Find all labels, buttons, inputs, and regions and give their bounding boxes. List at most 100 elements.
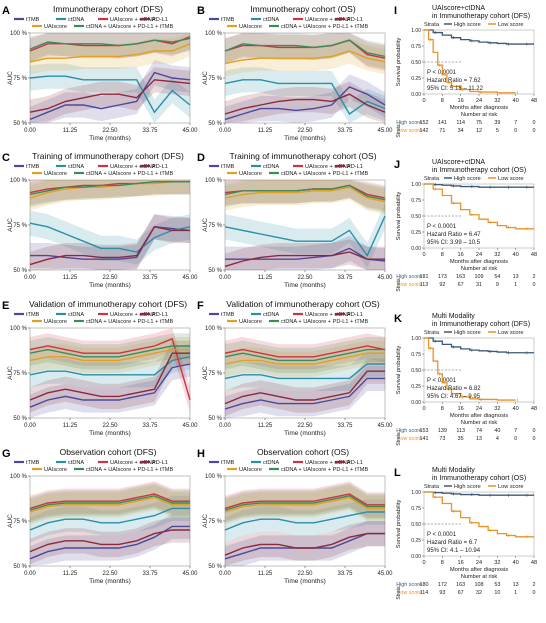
x-tick-label: 16 [458, 98, 464, 104]
confidence-interval: 95% CI: 5.18 – 11.22 [427, 86, 484, 92]
legend-label-high: High score [454, 176, 481, 182]
legend-label: PD-L1 [152, 164, 168, 170]
x-tick-label: 0.00 [24, 128, 36, 134]
legend-label: PD-L1 [152, 312, 168, 318]
risk-count: 153 [420, 428, 429, 434]
risk-count: 32 [476, 590, 482, 596]
panel-letter: F [197, 300, 204, 312]
x-tick-label: 33.75 [142, 571, 158, 577]
x-axis-label: Time (months) [89, 135, 131, 142]
chart-title: Validation of immunotherapy cohort (OS) [226, 299, 380, 309]
x-tick-label: 11.25 [63, 275, 78, 281]
x-tick-label: 0.00 [219, 275, 231, 281]
x-axis-label: Time (months) [284, 430, 326, 437]
y-tick-label: 0.00 [411, 92, 421, 98]
y-tick-label: 50 % [13, 268, 27, 274]
x-tick-label: 40 [513, 252, 519, 258]
x-tick-label: 22.50 [297, 128, 313, 134]
y-axis-label: AUC [202, 514, 209, 528]
confidence-band [30, 351, 190, 418]
risk-group-label: Low score [397, 282, 422, 288]
x-axis-label: Months after diagnosis [450, 413, 508, 419]
y-tick-label: 100 % [10, 474, 28, 480]
risk-group-label: High score [396, 274, 422, 280]
x-tick-label: 0.00 [24, 423, 36, 429]
confidence-band [225, 203, 385, 269]
plot-area [423, 337, 535, 403]
legend-label: PD-L1 [152, 460, 168, 466]
survival-curve [424, 183, 534, 188]
series-line [224, 251, 385, 268]
confidence-band [30, 63, 190, 123]
risk-count: 53 [494, 582, 500, 588]
chart-panel-F: F Validation of immunotherapy cohort (OS)… [197, 299, 393, 437]
legend-label: ctDNA [68, 312, 84, 318]
legend-label: ctDNA [263, 460, 279, 466]
confidence-band [30, 67, 190, 123]
strata-label: Strata [424, 484, 440, 490]
series-line [224, 39, 386, 59]
chart-panel-G: G Observation cohort (DFS)tTMB ctDNA UAIsco… [2, 447, 198, 585]
y-axis-label: AUC [7, 514, 14, 528]
risk-count: 54 [494, 274, 500, 280]
series-line [29, 43, 191, 63]
risk-count: 40 [494, 428, 500, 434]
chart-panel-B: B Immunotherapy cohort (OS)tTMB ctDNA UAIsc… [197, 4, 393, 142]
x-tick-label: 0 [422, 560, 425, 566]
x-tick-label: 40 [513, 406, 519, 412]
risk-count: 109 [475, 274, 484, 280]
x-tick-label: 40 [513, 98, 519, 104]
x-tick-label: 0.00 [219, 423, 231, 429]
series-line [224, 532, 385, 556]
y-axis-label: Survival probability [396, 500, 402, 549]
x-tick-label: 33.75 [142, 423, 158, 429]
x-axis-label: Months after diagnosis [450, 105, 508, 111]
y-tick-label: 75 % [13, 223, 27, 229]
legend-label: UAIscore [239, 171, 262, 177]
x-tick-label: 0.00 [24, 275, 36, 281]
x-tick-label: 48 [531, 406, 537, 412]
x-tick-label: 45.00 [182, 128, 198, 134]
risk-group-label: High score [396, 582, 422, 588]
confidence-band [30, 495, 190, 543]
series-line [29, 348, 190, 362]
y-axis-label: AUC [202, 366, 209, 380]
risk-table-title: Number at risk [461, 266, 498, 272]
x-tick-label: 8 [441, 406, 444, 412]
legend-label-high: High score [454, 330, 481, 336]
y-tick-label: 0.75 [411, 506, 421, 512]
y-tick-label: 50 % [13, 564, 27, 570]
risk-group-label: Low score [397, 128, 422, 134]
risk-count: 0 [514, 128, 517, 134]
risk-count: 39 [494, 120, 500, 126]
legend-label: tTMB [221, 312, 235, 318]
survival-curve [424, 337, 534, 354]
x-tick-label: 0.00 [219, 571, 231, 577]
confidence-band [225, 337, 385, 373]
y-tick-label: 100 % [10, 31, 28, 37]
risk-count: 67 [458, 590, 464, 596]
x-tick-label: 45.00 [182, 571, 198, 577]
confidence-band [225, 358, 385, 417]
series-line [29, 352, 190, 401]
confidence-band [30, 340, 190, 413]
x-tick-label: 32 [494, 98, 500, 104]
panel-letter: I [394, 5, 397, 17]
risk-count: 0 [533, 120, 536, 126]
legend-label: tTMB [26, 17, 40, 23]
series-line [224, 79, 386, 116]
y-axis-label: AUC [202, 71, 209, 85]
y-tick-label: 75 % [13, 371, 27, 377]
y-tick-label: 0.50 [411, 60, 421, 66]
x-tick-label: 33.75 [142, 275, 158, 281]
survival-curve [424, 29, 534, 45]
y-tick-label: 50 % [208, 416, 222, 422]
risk-count: 141 [438, 120, 447, 126]
x-tick-label: 22.50 [102, 571, 118, 577]
risk-count: 181 [420, 274, 429, 280]
chart-title: Multi Modality [432, 467, 475, 474]
y-tick-label: 0.50 [411, 522, 421, 528]
y-tick-label: 100 % [10, 178, 28, 184]
x-tick-label: 16 [458, 252, 464, 258]
